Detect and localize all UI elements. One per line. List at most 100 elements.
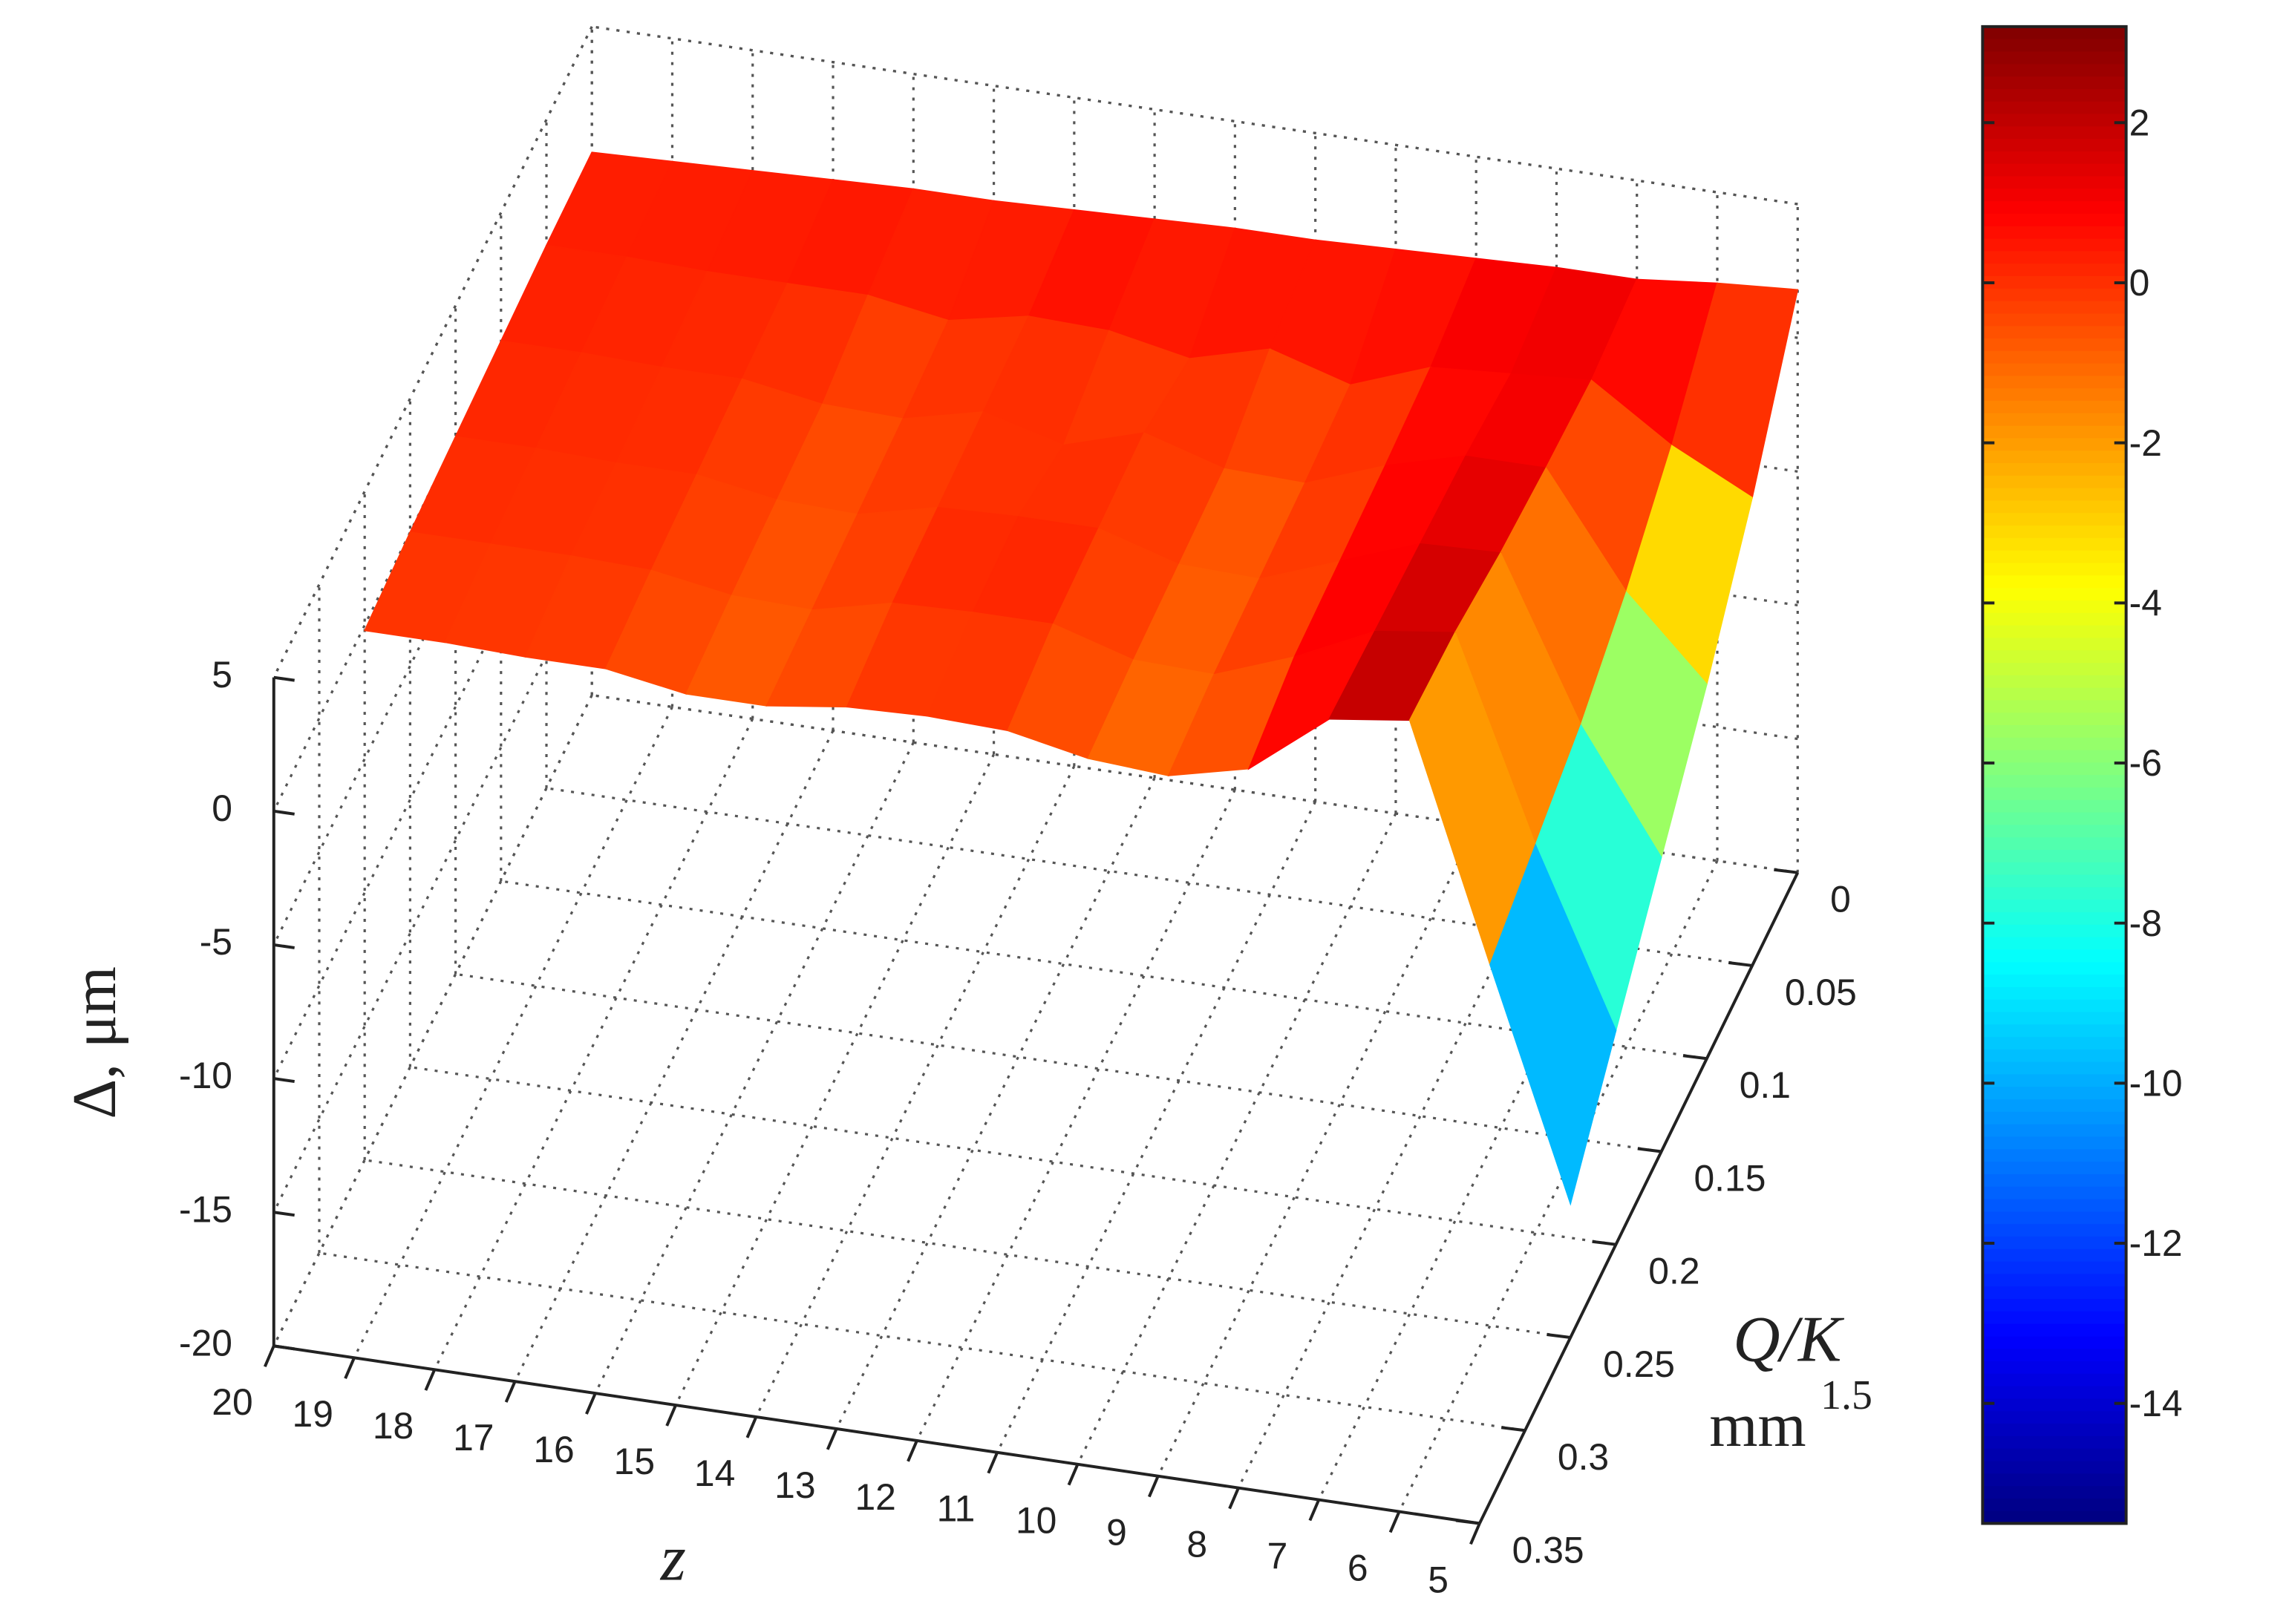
x-tick-label: 18 xyxy=(373,1405,414,1447)
y-tick-label: 0.15 xyxy=(1694,1157,1766,1199)
x-tick xyxy=(1228,1487,1240,1510)
colorbar-band xyxy=(1982,837,2126,851)
colorbar-band xyxy=(1982,1473,2126,1487)
y-tick-label: 0.2 xyxy=(1648,1251,1699,1292)
z-axis-label: Δ, μm xyxy=(60,966,129,1119)
colorbar-band xyxy=(1982,625,2126,639)
colorbar-band xyxy=(1982,388,2126,402)
grid-line xyxy=(353,706,673,1359)
y-tick xyxy=(1547,1333,1571,1339)
y-tick xyxy=(1682,1054,1708,1061)
colorbar-band xyxy=(1982,1199,2126,1213)
colorbar-band xyxy=(1982,1286,2126,1300)
colorbar-band xyxy=(1982,1074,2126,1088)
colorbar-tick-label: -14 xyxy=(2129,1383,2183,1424)
colorbar-band xyxy=(1982,151,2126,165)
colorbar-band xyxy=(1982,176,2126,190)
colorbar-band xyxy=(1982,986,2126,1001)
colorbar-band xyxy=(1982,700,2126,714)
colorbar-band xyxy=(1982,76,2126,91)
colorbar-band xyxy=(1982,1336,2126,1350)
colorbar-band xyxy=(1982,451,2126,465)
grid-line xyxy=(754,765,1076,1418)
colorbar-band xyxy=(1982,326,2126,340)
x-tick-label: 20 xyxy=(212,1381,252,1423)
colorbar-band xyxy=(1982,1299,2126,1313)
y-tick-label: 0 xyxy=(1830,879,1851,920)
z-tick-label: 0 xyxy=(212,788,232,829)
colorbar-band xyxy=(1982,1149,2126,1163)
x-tick-label: 12 xyxy=(855,1476,895,1518)
colorbar-band xyxy=(1982,350,2126,364)
grid-line xyxy=(674,753,996,1406)
x-tick xyxy=(826,1428,838,1450)
colorbar-band xyxy=(1982,301,2126,315)
z-tick xyxy=(273,1077,295,1084)
colorbar-band xyxy=(1982,525,2126,540)
x-tick-label: 15 xyxy=(614,1441,655,1482)
z-tick-label: -5 xyxy=(200,921,232,963)
colorbar-band xyxy=(1982,51,2126,65)
colorbar-band xyxy=(1982,575,2126,589)
colorbar-band xyxy=(1982,1461,2126,1475)
z-tick xyxy=(273,1211,295,1217)
colorbar-tick-label: -4 xyxy=(2129,582,2162,623)
colorbar-band xyxy=(1982,588,2126,602)
colorbar-band xyxy=(1982,1024,2126,1038)
colorbar-band xyxy=(1982,799,2126,813)
colorbar-band xyxy=(1982,251,2126,265)
colorbar-band xyxy=(1982,88,2126,102)
colorbar-band xyxy=(1982,313,2126,327)
x-tick-label: 10 xyxy=(1016,1500,1057,1542)
grid-line xyxy=(594,741,915,1394)
y-tick xyxy=(1592,1240,1616,1246)
colorbar-band xyxy=(1982,862,2126,876)
colorbar-band xyxy=(1982,201,2126,215)
box-edge xyxy=(591,25,1798,206)
colorbar-band xyxy=(1982,39,2126,53)
grid-line xyxy=(455,972,1662,1153)
y-tick xyxy=(1728,960,1753,967)
colorbar-band xyxy=(1982,900,2126,914)
colorbar-band xyxy=(1982,887,2126,901)
x-tick-label: 8 xyxy=(1186,1524,1207,1565)
z-tick xyxy=(273,809,295,816)
x-tick-label: 6 xyxy=(1348,1547,1368,1588)
x-tick-label: 5 xyxy=(1428,1559,1449,1600)
colorbar-band xyxy=(1982,949,2126,963)
colorbar-band xyxy=(1982,975,2126,989)
z-tick-label: -10 xyxy=(179,1055,232,1096)
colorbar-band xyxy=(1982,724,2126,739)
grid-line xyxy=(272,694,593,1347)
colorbar-band xyxy=(1982,139,2126,153)
colorbar-band xyxy=(1982,1099,2126,1113)
colorbar-tick-label: 0 xyxy=(2129,262,2150,304)
grid-line xyxy=(364,1159,1571,1339)
colorbar-band xyxy=(1982,912,2126,926)
colorbar-band xyxy=(1982,1248,2126,1263)
colorbar-band xyxy=(1982,1274,2126,1288)
colorbar-band xyxy=(1982,1236,2126,1250)
colorbar-band xyxy=(1982,537,2126,551)
colorbar-band xyxy=(1982,401,2126,415)
colorbar-band xyxy=(1982,850,2126,864)
y-axis-unit-exponent: 1.5 xyxy=(1820,1372,1872,1418)
colorbar-band xyxy=(1982,1111,2126,1125)
grid-line xyxy=(319,1251,1526,1432)
surface-cell xyxy=(1489,843,1617,1206)
colorbar-band xyxy=(1982,1224,2126,1238)
x-tick xyxy=(585,1392,597,1415)
x-tick xyxy=(263,1345,275,1368)
colorbar-band xyxy=(1982,1012,2126,1026)
y-tick xyxy=(1637,1147,1662,1153)
colorbar-band xyxy=(1982,612,2126,626)
z-tick-label: 5 xyxy=(212,654,232,695)
axes: 20 19 18 17 16 15 14 13 12 11 10 9 8 7 6 5 0 0.05 0.1 0.15 0… xyxy=(179,654,1857,1601)
colorbar-band xyxy=(1982,425,2126,439)
colorbar-band xyxy=(1982,1173,2126,1188)
x-tick xyxy=(907,1440,918,1462)
colorbar-tick-label: -10 xyxy=(2129,1063,2183,1104)
x-tick xyxy=(665,1404,677,1427)
